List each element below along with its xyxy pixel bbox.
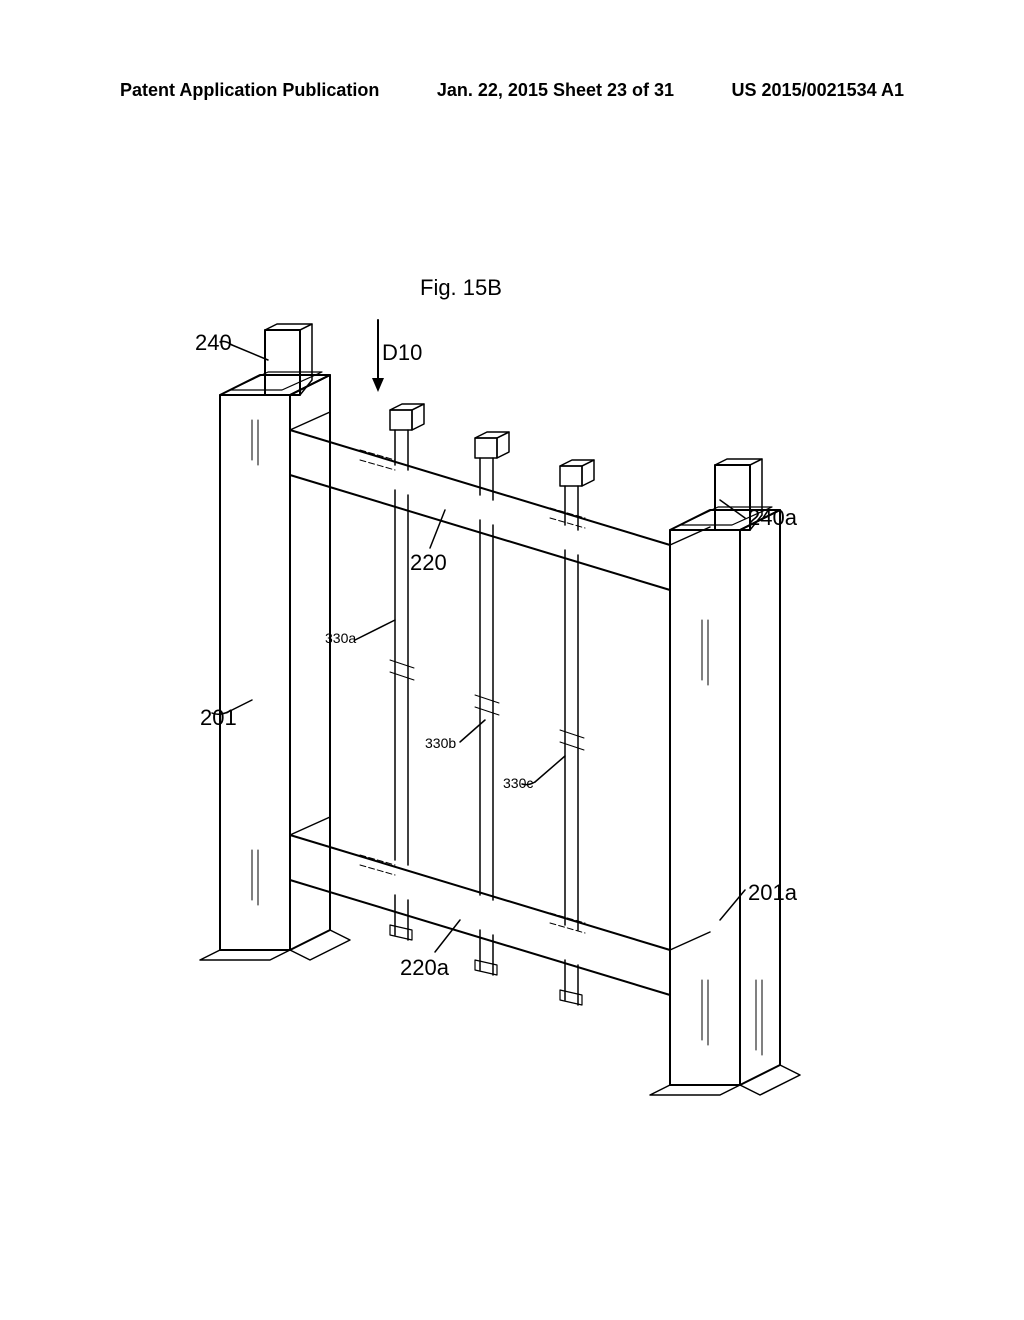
label-330c: 330c — [503, 775, 533, 791]
label-201: 201 — [200, 705, 237, 731]
rail-220a — [290, 817, 710, 995]
label-330a: 330a — [325, 630, 356, 646]
label-330b: 330b — [425, 735, 456, 751]
label-240: 240 — [195, 330, 232, 356]
label-220a: 220a — [400, 955, 449, 981]
left-post-201 — [200, 372, 350, 960]
label-201a: 201a — [748, 880, 797, 906]
picket-330c — [560, 460, 594, 1005]
label-240a: 240a — [748, 505, 797, 531]
rail-220 — [290, 412, 710, 590]
diagram-svg — [0, 0, 1024, 1320]
tab-240 — [265, 324, 312, 395]
leader-lines — [212, 341, 745, 952]
label-d10: D10 — [382, 340, 422, 366]
picket-330b — [475, 432, 509, 975]
picket-330a — [390, 404, 424, 940]
figure-diagram: Fig. 15B — [0, 0, 1024, 1320]
label-220: 220 — [410, 550, 447, 576]
right-post-201a — [650, 507, 800, 1095]
